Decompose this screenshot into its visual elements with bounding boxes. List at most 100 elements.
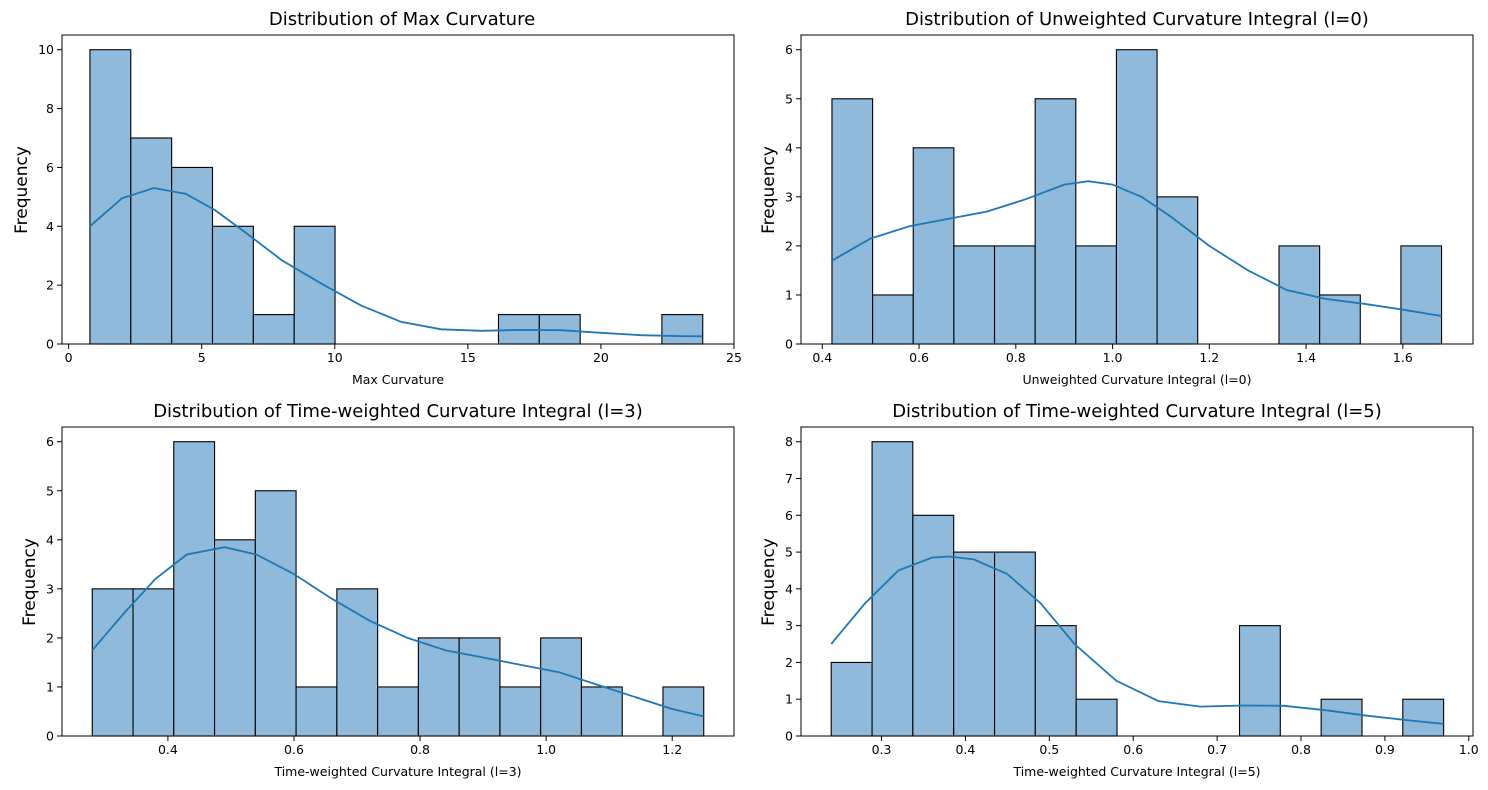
y-axis-label: Frequency bbox=[759, 538, 779, 626]
histogram-bar bbox=[214, 539, 256, 737]
histogram-bar bbox=[1034, 98, 1077, 345]
y-tick-label: 6 bbox=[785, 508, 793, 523]
y-axis-label: Frequency bbox=[20, 538, 40, 626]
plot-area: 0.4 0.6 0.8 1.0 1.2 1.4 1.6 0 1 2 3 4 5 6 bbox=[785, 34, 1474, 365]
y-tick-label: 4 bbox=[785, 581, 793, 596]
y-tick-label: 5 bbox=[46, 483, 54, 498]
y-tick-label: 4 bbox=[46, 219, 54, 234]
histogram-bar bbox=[1238, 625, 1281, 737]
x-axis-label: Unweighted Curvature Integral (l=0) bbox=[1022, 372, 1251, 387]
x-tick-label: 1.4 bbox=[1296, 350, 1316, 365]
histogram-bar bbox=[580, 686, 623, 737]
x-tick-label: 0.4 bbox=[955, 742, 975, 757]
axes-frame bbox=[800, 34, 1474, 345]
x-tick-label: 0.8 bbox=[1291, 742, 1311, 757]
histogram-bar bbox=[831, 98, 874, 345]
x-tick-label: 0.5 bbox=[1039, 742, 1059, 757]
histogram-bar bbox=[830, 661, 873, 737]
histogram-bar bbox=[458, 637, 501, 737]
kde-curve bbox=[91, 546, 704, 718]
x-tick-label: 0.6 bbox=[1123, 742, 1143, 757]
histogram-bar bbox=[1115, 49, 1158, 345]
histogram-bar bbox=[871, 441, 914, 737]
kde-curve bbox=[830, 555, 1444, 725]
y-axis-label: Frequency bbox=[12, 146, 32, 234]
y-tick-label: 2 bbox=[785, 238, 793, 253]
x-tick-label: 20 bbox=[593, 350, 609, 365]
chart-panel-max-curvature: Distribution of Max Curvature Max Curvat… bbox=[12, 9, 742, 387]
x-tick-label: 5 bbox=[198, 350, 206, 365]
histogram-bar bbox=[91, 588, 134, 737]
x-tick-label: 0.8 bbox=[1006, 350, 1026, 365]
x-tick-label: 0.3 bbox=[872, 742, 892, 757]
x-tick-label: 1.2 bbox=[1199, 350, 1219, 365]
x-tick-label: 1.0 bbox=[1103, 350, 1123, 365]
x-tick-label: 1.0 bbox=[1459, 742, 1479, 757]
histogram-bar bbox=[993, 245, 1036, 345]
histogram-bar bbox=[254, 490, 297, 737]
histogram-bar bbox=[1075, 245, 1117, 345]
y-tick-label: 8 bbox=[46, 101, 54, 116]
histogram-bar bbox=[336, 588, 379, 737]
histogram-bar bbox=[173, 441, 216, 737]
histogram-bar bbox=[1402, 698, 1445, 737]
y-tick-label: 0 bbox=[785, 337, 793, 352]
histogram-bar bbox=[293, 225, 336, 345]
x-tick-label: 0.4 bbox=[158, 742, 178, 757]
x-tick-label: 0.6 bbox=[284, 742, 304, 757]
y-tick-label: 2 bbox=[46, 630, 54, 645]
x-tick-label: 1.6 bbox=[1393, 350, 1413, 365]
x-tick-label: 15 bbox=[460, 350, 476, 365]
y-tick-label: 2 bbox=[46, 278, 54, 293]
plot-area: 0.3 0.4 0.5 0.6 0.7 0.8 0.9 1.0 0 1 2 3 4 5 6 7 8 bbox=[785, 426, 1479, 757]
y-tick-label: 5 bbox=[785, 545, 793, 560]
y-tick-label: 4 bbox=[785, 140, 793, 155]
y-tick-label: 1 bbox=[785, 287, 793, 302]
plot-area: 0 5 10 15 20 25 0 2 4 6 8 10 bbox=[38, 34, 742, 365]
chart-panel-time-weighted-l5: Distribution of Time-weighted Curvature … bbox=[759, 401, 1479, 779]
chart-title: Distribution of Time-weighted Curvature … bbox=[153, 401, 643, 422]
histogram-bar bbox=[1075, 698, 1118, 737]
y-tick-label: 3 bbox=[785, 189, 793, 204]
y-tick-label: 1 bbox=[785, 692, 793, 707]
y-tick-label: 3 bbox=[46, 581, 54, 596]
axes-frame bbox=[61, 34, 735, 345]
histogram-bar bbox=[953, 551, 996, 737]
histogram-bar bbox=[211, 225, 254, 345]
x-tick-label: 0.8 bbox=[410, 742, 430, 757]
histogram-bar bbox=[1278, 245, 1321, 345]
y-tick-label: 6 bbox=[785, 42, 793, 57]
histogram-bar bbox=[661, 314, 704, 345]
y-tick-label: 6 bbox=[46, 160, 54, 175]
x-tick-label: 1.2 bbox=[662, 742, 682, 757]
x-axis-label: Time-weighted Curvature Integral (l=3) bbox=[273, 764, 521, 779]
histogram-bar bbox=[252, 314, 295, 345]
x-axis-label: Time-weighted Curvature Integral (l=5) bbox=[1012, 764, 1260, 779]
kde-curve bbox=[89, 187, 703, 338]
x-axis-label: Max Curvature bbox=[352, 372, 444, 387]
y-tick-label: 2 bbox=[785, 655, 793, 670]
axes-frame bbox=[800, 426, 1474, 737]
histogram-bar bbox=[1156, 196, 1199, 345]
x-tick-label: 0.6 bbox=[909, 350, 929, 365]
histogram-bar bbox=[872, 294, 914, 345]
chart-panel-time-weighted-l3: Distribution of Time-weighted Curvature … bbox=[20, 401, 735, 779]
chart-title: Distribution of Unweighted Curvature Int… bbox=[905, 9, 1369, 30]
histogram-bar bbox=[912, 147, 955, 345]
y-tick-label: 8 bbox=[785, 434, 793, 449]
y-tick-label: 10 bbox=[38, 42, 54, 57]
x-tick-label: 25 bbox=[726, 350, 742, 365]
y-tick-label: 5 bbox=[785, 91, 793, 106]
y-tick-label: 4 bbox=[46, 532, 54, 547]
histogram-bar bbox=[540, 637, 582, 737]
y-tick-label: 1 bbox=[46, 679, 54, 694]
histogram-bar bbox=[1400, 245, 1443, 345]
x-tick-label: 0.9 bbox=[1375, 742, 1395, 757]
y-tick-label: 0 bbox=[785, 729, 793, 744]
histogram-bar bbox=[1320, 698, 1363, 737]
histogram-bar bbox=[499, 686, 542, 737]
y-tick-label: 7 bbox=[785, 471, 793, 486]
histogram-bar bbox=[171, 166, 214, 345]
x-tick-label: 1.0 bbox=[536, 742, 556, 757]
